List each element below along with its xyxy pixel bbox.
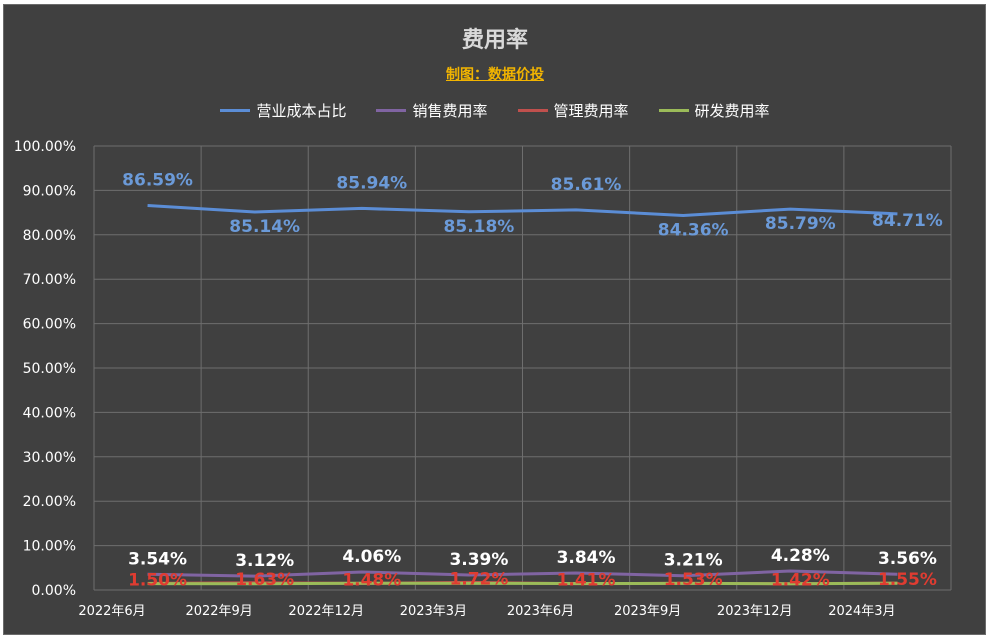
data-label: 1.53% <box>664 570 723 590</box>
legend-label: 研发费用率 <box>694 102 770 120</box>
data-label: 1.63% <box>235 570 294 590</box>
y-tick-label: 80.00% <box>23 228 76 244</box>
x-tick-label: 2022年9月 <box>185 604 252 619</box>
data-label: 85.14% <box>229 217 300 237</box>
data-label: 4.28% <box>771 546 830 566</box>
y-tick-label: 20.00% <box>23 494 76 510</box>
data-label: 84.71% <box>872 211 943 231</box>
chart-subtitle: 制图：数据价投 <box>446 67 544 83</box>
y-tick-label: 30.00% <box>23 450 76 466</box>
legend-item: 管理费用率 <box>517 100 629 121</box>
x-tick-label: 2024年3月 <box>828 604 895 619</box>
y-tick-label: 100.00% <box>14 139 76 155</box>
data-label: 3.39% <box>449 550 508 570</box>
data-label: 85.18% <box>444 217 515 237</box>
data-label: 3.21% <box>664 551 723 571</box>
series-line <box>147 581 898 586</box>
legend-label: 销售费用率 <box>412 102 488 120</box>
legend-swatch <box>220 109 251 112</box>
y-tick-label: 60.00% <box>23 317 76 333</box>
legend-label: 管理费用率 <box>553 102 629 120</box>
data-label: 3.84% <box>557 548 616 568</box>
chart-legend: 营业成本占比 销售费用率 管理费用率 研发费用率 <box>0 100 990 121</box>
data-label: 1.55% <box>878 570 937 590</box>
y-tick-label: 50.00% <box>23 361 76 377</box>
data-label: 1.50% <box>128 570 187 590</box>
legend-item: 销售费用率 <box>376 100 488 121</box>
y-tick-label: 70.00% <box>23 272 76 288</box>
legend-swatch <box>376 109 407 112</box>
x-tick-label: 2022年6月 <box>78 604 145 619</box>
x-tick-label: 2023年6月 <box>507 604 574 619</box>
y-tick-label: 0.00% <box>32 583 76 599</box>
data-label: 3.56% <box>878 549 937 569</box>
chart-title: 费用率 <box>461 28 528 53</box>
legend-swatch <box>517 109 548 112</box>
data-label: 84.36% <box>658 220 729 240</box>
data-label: 1.72% <box>449 569 508 589</box>
y-tick-label: 40.00% <box>23 405 76 421</box>
series-line <box>147 204 898 217</box>
data-label: 1.41% <box>557 571 616 591</box>
legend-swatch <box>658 109 689 112</box>
x-tick-label: 2022年12月 <box>288 604 364 619</box>
series-line <box>147 569 898 578</box>
legend-item: 研发费用率 <box>658 100 770 121</box>
legend-item: 营业成本占比 <box>220 100 346 121</box>
data-label: 3.54% <box>128 549 187 569</box>
data-label: 1.42% <box>771 571 830 591</box>
x-tick-label: 2023年9月 <box>614 604 681 619</box>
y-tick-label: 10.00% <box>23 539 76 555</box>
legend-label: 营业成本占比 <box>256 102 347 120</box>
data-label: 85.61% <box>551 175 622 195</box>
data-label: 85.79% <box>765 214 836 234</box>
x-tick-label: 2023年3月 <box>400 604 467 619</box>
y-tick-label: 90.00% <box>23 183 76 199</box>
data-label: 85.94% <box>336 173 407 193</box>
chart-frame <box>3 4 986 635</box>
data-label: 1.48% <box>342 570 401 590</box>
x-tick-label: 2023年12月 <box>717 604 793 619</box>
data-label: 4.06% <box>342 547 401 567</box>
data-label: 3.12% <box>235 551 294 571</box>
data-label: 86.59% <box>122 171 193 191</box>
